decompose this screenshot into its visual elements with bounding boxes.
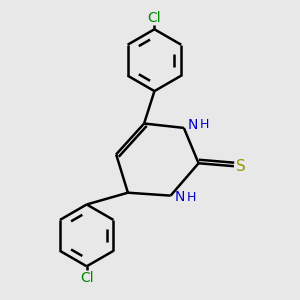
Text: H: H <box>187 190 196 204</box>
Text: N: N <box>188 118 198 132</box>
Text: Cl: Cl <box>80 271 94 285</box>
Text: H: H <box>200 118 209 131</box>
Text: S: S <box>236 159 246 174</box>
Text: Cl: Cl <box>148 11 161 25</box>
Text: N: N <box>174 190 184 204</box>
